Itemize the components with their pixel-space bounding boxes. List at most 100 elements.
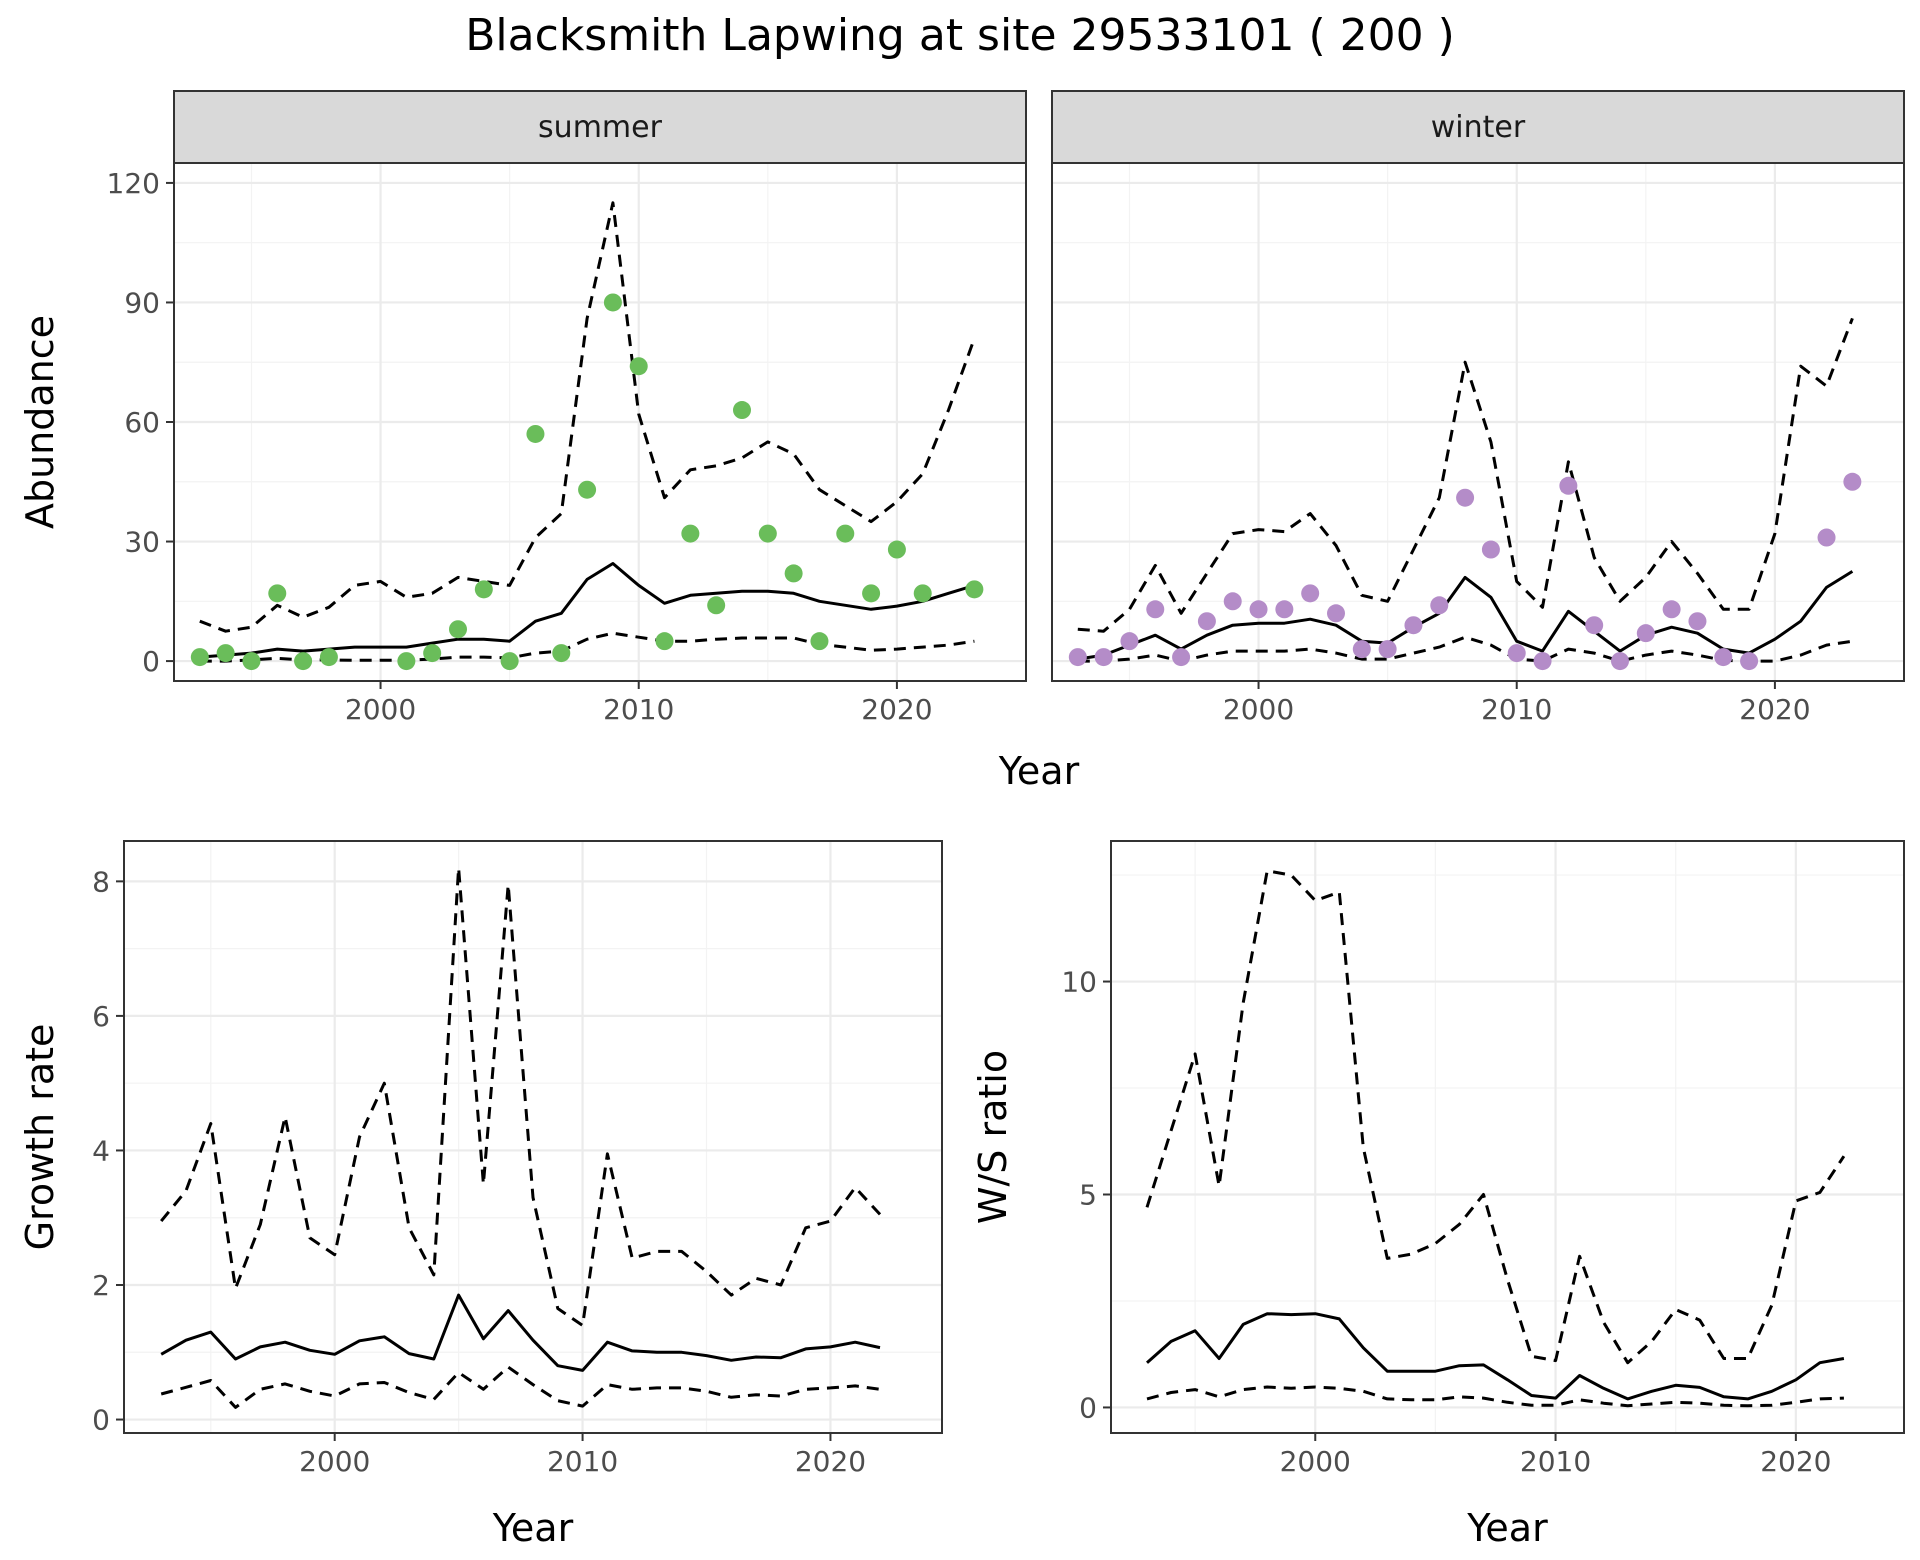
x-tick-label: 2020	[1739, 693, 1810, 726]
data-point	[1197, 612, 1216, 631]
data-point	[1094, 648, 1113, 667]
y-tick-label: 4	[92, 1134, 110, 1167]
data-point	[1068, 648, 1087, 667]
data-point	[1843, 472, 1862, 491]
data-point	[552, 644, 571, 663]
mean-line	[1146, 1312, 1845, 1401]
x-axis-title: Year	[1466, 1506, 1548, 1550]
data-point	[1275, 600, 1294, 619]
panel-growth-rate: 2000 2010 2020 0 2 4 6 8 Year Growth rate	[18, 840, 943, 1550]
data-point	[1249, 600, 1268, 619]
upper-bound-line	[160, 866, 882, 1327]
data-point	[190, 648, 209, 667]
data-point	[1172, 648, 1191, 667]
data-point	[965, 580, 984, 599]
data-point	[1636, 624, 1655, 643]
data-point	[707, 596, 726, 615]
data-point	[526, 424, 545, 443]
y-tick-label: 90	[124, 286, 160, 319]
data-point	[578, 480, 597, 499]
data-point	[758, 524, 777, 543]
x-tick-label: 2010	[1481, 693, 1552, 726]
x-tick-label: 2000	[1280, 1445, 1351, 1478]
data-point	[1146, 600, 1165, 619]
y-tick-label: 8	[92, 865, 110, 898]
mean-line	[160, 1293, 881, 1372]
y-axis-title: W/S ratio	[971, 1050, 1015, 1224]
mean-line	[199, 562, 975, 659]
data-point	[1585, 616, 1604, 635]
data-point	[1430, 596, 1449, 615]
data-point	[319, 648, 338, 667]
facet-strip	[1051, 90, 1905, 164]
panel-border	[1110, 840, 1905, 1434]
data-point	[294, 652, 313, 671]
main-title: Blacksmith Lapwing at site 29533101 ( 20…	[465, 10, 1454, 61]
x-tick-label: 2020	[795, 1445, 866, 1478]
panel-summer-abundance: summer 2000 2010 2020 0 30 60 90 120 Abundance	[18, 90, 1027, 726]
data-point	[1817, 528, 1836, 547]
mean-line	[1077, 570, 1854, 661]
data-point	[629, 357, 648, 376]
data-point	[603, 293, 622, 312]
data-point	[681, 524, 700, 543]
data-point	[1352, 640, 1371, 659]
y-axis-title: Growth rate	[18, 1024, 62, 1251]
data-point	[1662, 600, 1681, 619]
y-tick-label: 10	[1061, 966, 1097, 999]
data-point	[862, 584, 881, 603]
data-point	[1688, 612, 1707, 631]
data-point	[1533, 652, 1552, 671]
y-tick-label: 60	[124, 406, 160, 439]
x-tick-label: 2000	[1223, 693, 1294, 726]
lower-bound-line	[1146, 1385, 1844, 1408]
y-axis-title: Abundance	[18, 315, 62, 529]
upper-bound-line	[199, 201, 976, 633]
data-point	[836, 524, 855, 543]
data-point	[423, 644, 442, 663]
data-point	[1404, 616, 1423, 635]
data-point	[1559, 476, 1578, 495]
lower-bound-line	[199, 631, 975, 663]
data-point	[1611, 652, 1629, 671]
y-tick-label: 5	[1079, 1178, 1097, 1211]
x-tick-label: 2010	[603, 693, 674, 726]
facet-strip	[173, 90, 1027, 164]
y-tick-label: 0	[142, 645, 160, 678]
upper-bound-line	[1077, 317, 1854, 633]
data-point	[1120, 632, 1139, 651]
data-point	[1481, 540, 1500, 559]
data-point	[1223, 592, 1242, 611]
data-point	[242, 652, 261, 671]
data-point	[733, 401, 751, 420]
facet-strip-label: summer	[538, 110, 663, 145]
data-point	[655, 632, 674, 651]
upper-bound-line	[1145, 869, 1846, 1365]
data-point	[1327, 604, 1345, 623]
x-tick-label: 2010	[547, 1445, 618, 1478]
data-point	[216, 644, 235, 663]
data-point	[1714, 648, 1733, 667]
data-point	[913, 584, 932, 603]
y-tick-label: 120	[107, 167, 160, 200]
x-axis-title: Year	[492, 1506, 574, 1550]
data-point	[1301, 584, 1320, 603]
x-tick-label: 2020	[861, 693, 932, 726]
y-tick-label: 2	[92, 1269, 110, 1302]
data-point	[810, 632, 829, 651]
data-point	[1456, 488, 1475, 507]
panel-winter-abundance: winter 2000 2010 2020	[1051, 90, 1905, 726]
panel-ws-ratio: 2000 2010 2020 0 5 10 Year W/S ratio	[971, 840, 1905, 1550]
data-point	[1740, 652, 1759, 671]
data-point	[474, 580, 493, 599]
y-tick-label: 0	[1079, 1391, 1097, 1424]
data-point	[500, 652, 519, 671]
x-tick-label: 2000	[299, 1445, 370, 1478]
data-point	[449, 620, 467, 639]
y-tick-label: 6	[92, 1000, 110, 1033]
data-point	[397, 652, 416, 671]
data-point	[268, 584, 287, 603]
data-point	[784, 564, 803, 583]
facet-strip-label: winter	[1431, 110, 1526, 145]
